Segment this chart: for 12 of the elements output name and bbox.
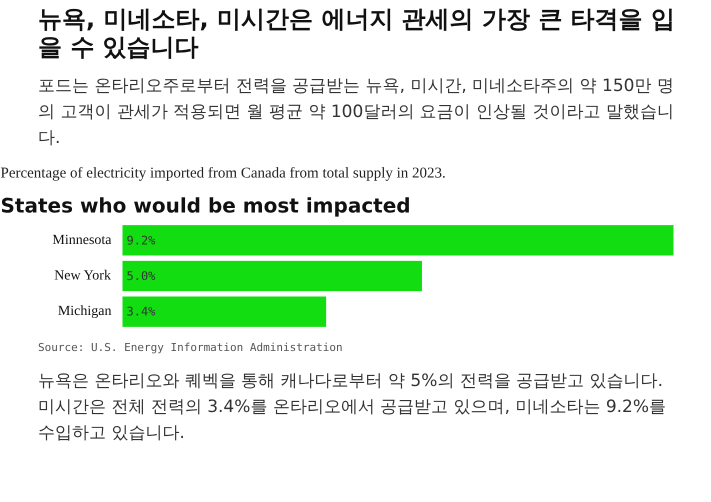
y-tick-label: Minnesota	[52, 232, 112, 248]
text: 뉴욕, 미네소타, 미시간은 에너지 관세의 가장 큰 타격을 입을 수 있습니다	[38, 5, 676, 61]
chart-title: States who would be most impacted	[0, 194, 411, 218]
data-label: 9.2%	[126, 233, 156, 248]
y-tick-label: New York	[54, 268, 111, 284]
text: 뉴욕은 온타리오와 퀘벡을 통해 캐나다로부터 약 5%의 전력을 공급받고 있습니다. 미시간은 전체 전력의 3.4%를 온타리오에서 공급받고 있으며, 미네소타는 9.2%를 수입하고 있습니다.	[38, 370, 668, 445]
chart-subtitle: Percentage of electricity imported from Canada from total supply in 2023.	[0, 166, 446, 182]
text: 포드는 온타리오주로부터 전력을 공급받는 뉴욕, 미시간, 미네소타주의 약 150만 명의 고객이 관세가 적용되면 월 평균 약 100달러의 요금이 인상될 것이라고 말했습니다.	[38, 75, 675, 150]
y-tick-label: Michigan	[58, 304, 112, 320]
source-note: Source: U.S. Energy Information Administration	[38, 340, 343, 356]
data-label: 5.0%	[126, 269, 156, 283]
data-label: 3.4%	[126, 304, 156, 319]
